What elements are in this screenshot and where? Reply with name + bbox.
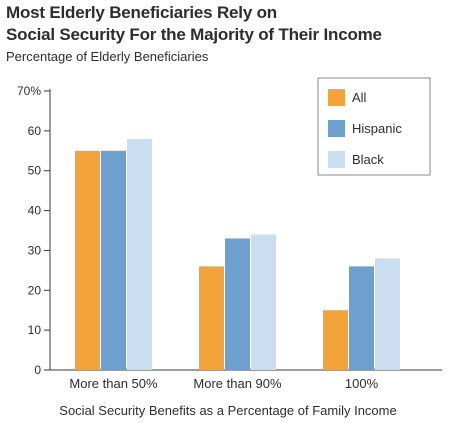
bar-all-3 [323,310,348,370]
x-axis-title: Social Security Benefits as a Percentage… [59,403,396,418]
bar-all-1 [75,150,100,370]
chart-subtitle: Percentage of Elderly Beneficiaries [6,49,209,64]
y-tick-label: 50 [28,164,42,178]
y-tick-label: 20 [28,283,42,297]
bar-black-2 [251,234,276,370]
chart-title-line-1: Most Elderly Beneficiaries Rely on [6,3,277,22]
x-category-label: 100% [345,376,379,391]
y-tick-label: 10 [28,323,42,337]
bar-hispanic-2 [225,238,250,370]
x-category-label: More than 50% [69,376,158,391]
legend-swatch-black [328,151,345,168]
y-tick-label: 0 [34,363,41,377]
legend-swatch-hispanic [328,120,345,137]
chart-title: Most Elderly Beneficiaries Rely on Socia… [6,2,382,46]
legend-swatch-all [328,89,345,106]
y-tick-label: 40 [28,204,42,218]
x-category-label: More than 90% [193,376,282,391]
legend-label-all: All [352,90,367,105]
y-tick-label: 30 [28,243,42,257]
y-tick-label: 60 [28,124,42,138]
bar-all-2 [199,266,224,370]
bar-hispanic-3 [349,266,374,370]
bar-black-3 [375,258,400,370]
bar-black-1 [127,138,152,370]
legend-label-hispanic: Hispanic [352,121,402,136]
y-tick-label: 70% [17,84,41,98]
chart-title-line-2: Social Security For the Majority of Thei… [6,25,382,44]
bar-hispanic-1 [101,150,126,370]
legend-label-black: Black [352,152,384,167]
